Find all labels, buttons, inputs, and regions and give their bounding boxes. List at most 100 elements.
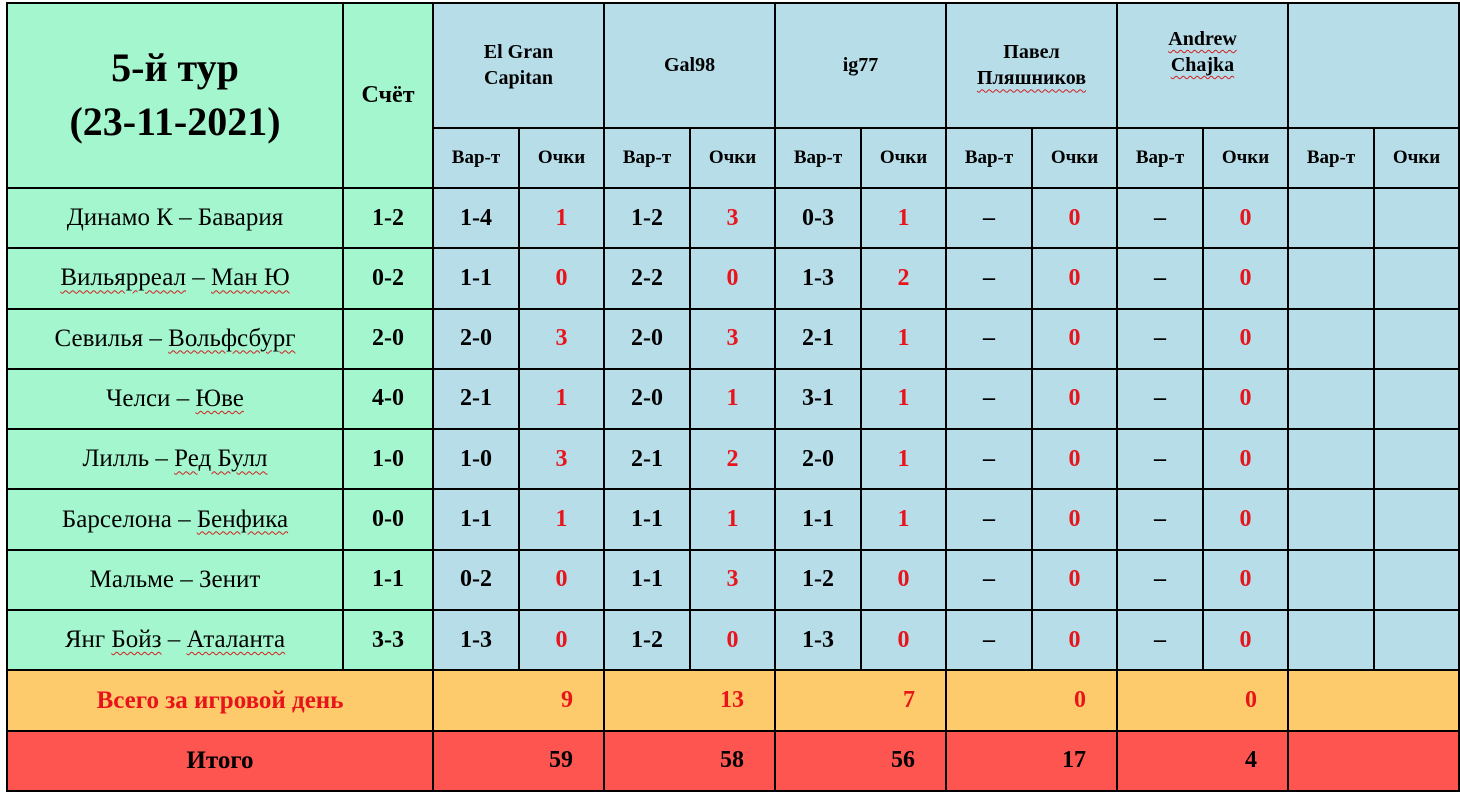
pick-points	[1373, 307, 1460, 370]
player-name-4: Павел Пляшников	[945, 2, 1119, 129]
pick-variant	[1287, 609, 1376, 672]
pick-points: 0	[1202, 428, 1290, 491]
standings-table: 5-й тур (23-11-2021) Счёт El Gran Capitan…	[6, 2, 1460, 793]
pick-variant: –	[1116, 548, 1205, 612]
pick-points: 0	[517, 548, 606, 612]
pick-variant: 1-3	[774, 609, 863, 672]
variant-header: Вар-т	[1116, 126, 1205, 189]
pick-variant: 1-1	[432, 247, 520, 310]
player-name-6	[1287, 2, 1460, 129]
pick-variant: 1-0	[432, 428, 520, 491]
match-score: 2-0	[342, 307, 434, 370]
variant-header: Вар-т	[945, 126, 1034, 189]
match-name: Мальме – Зенит	[6, 548, 344, 612]
player-name-3: ig77	[774, 2, 948, 129]
pick-points: 3	[689, 548, 777, 612]
grand-total-value: 56	[774, 729, 948, 793]
grand-total-value: 17	[945, 729, 1119, 793]
pick-points	[1373, 186, 1460, 250]
pick-points: 1	[517, 488, 606, 551]
pick-variant: –	[945, 247, 1034, 310]
table-row: Лилль – Ред Булл 1-0 1-0 3 2-1 2 2-0 1–0–0	[6, 428, 1460, 491]
table-row: Севилья – Вольфсбург 2-0 2-0 3 2-0 3 2-1 1–0–0	[6, 307, 1460, 370]
pick-variant: 1-1	[432, 488, 520, 551]
match-score: 3-3	[342, 609, 434, 672]
pick-variant: 1-3	[432, 609, 520, 672]
pick-points: 0	[1031, 428, 1119, 491]
pick-points: 0	[517, 247, 606, 310]
grand-total-value: 58	[603, 729, 777, 793]
pick-points: 0	[689, 609, 777, 672]
pick-points	[1373, 609, 1460, 672]
table-row: Янг Бойз – Аталанта 3-3 1-3 0 1-2 0 1-3 0–0–0	[6, 609, 1460, 672]
grand-total-label: Итого	[6, 729, 434, 793]
pick-variant: 0-2	[432, 548, 520, 612]
home-team: Динамо К	[66, 204, 173, 232]
pick-points: 0	[1202, 247, 1290, 310]
match-name: Севилья – Вольфсбург	[6, 307, 344, 370]
match-name: Барселона – Бенфика	[6, 488, 344, 551]
pick-variant: 1-2	[774, 548, 863, 612]
pick-points: 3	[689, 186, 777, 250]
pick-points: 2	[860, 247, 948, 310]
points-header: Очки	[860, 126, 948, 189]
pick-variant: –	[945, 307, 1034, 370]
away-team: Ред Булл	[174, 445, 268, 473]
day-total-value: 13	[603, 669, 777, 732]
pick-points: 0	[689, 247, 777, 310]
pick-points: 0	[1202, 367, 1290, 431]
pick-variant	[1287, 307, 1376, 370]
pick-points: 3	[517, 307, 606, 370]
player-name-1: El Gran Capitan	[431, 2, 606, 129]
pick-points: 0	[1202, 488, 1290, 551]
pick-points: 3	[517, 428, 606, 491]
pick-variant: 1-2	[603, 609, 692, 672]
pick-variant: 2-2	[603, 247, 692, 310]
grand-total-value	[1287, 729, 1460, 793]
pick-points: 0	[1031, 186, 1119, 250]
pick-variant	[1287, 367, 1376, 431]
pick-points: 1	[860, 488, 948, 551]
points-header: Очки	[1202, 126, 1290, 189]
pick-points: 3	[689, 307, 777, 370]
points-header: Очки	[1031, 126, 1119, 189]
pick-variant: –	[1116, 247, 1205, 310]
pick-points: 1	[517, 367, 606, 431]
match-name: Вильярреал – Ман Ю	[6, 247, 344, 310]
pick-points: 0	[1031, 609, 1119, 672]
grand-total-value: 59	[431, 729, 606, 793]
match-score: 1-0	[342, 428, 434, 491]
score-header: Счёт	[342, 2, 434, 189]
match-name: Лилль – Ред Булл	[6, 428, 344, 491]
pick-points: 1	[860, 367, 948, 431]
pick-points: 0	[1031, 367, 1119, 431]
pick-points: 1	[689, 488, 777, 551]
away-team: Зенит	[199, 565, 261, 593]
pick-points: 0	[1202, 548, 1290, 612]
pick-variant: 1-3	[774, 247, 863, 310]
variant-header: Вар-т	[1287, 126, 1376, 189]
match-name: Динамо К – Бавария	[6, 186, 344, 250]
pick-points: 0	[1031, 307, 1119, 370]
match-score: 0-0	[342, 488, 434, 551]
round-title: 5-й тур (23-11-2021)	[6, 2, 344, 189]
pick-variant: –	[1116, 186, 1205, 250]
pick-variant	[1287, 186, 1376, 250]
pick-variant: 1-1	[774, 488, 863, 551]
pick-variant: 1-1	[603, 488, 692, 551]
pick-points: 0	[1031, 548, 1119, 612]
home-team: Севилья	[54, 324, 144, 352]
day-total-value: 0	[945, 669, 1119, 732]
table-row: Вильярреал – Ман Ю 0-2 1-1 0 2-2 0 1-3 2–0–0	[6, 247, 1460, 310]
pick-variant	[1287, 548, 1376, 612]
pick-variant	[1287, 488, 1376, 551]
player-name-5: Andrew Chajka	[1116, 2, 1290, 129]
table-row: Мальме – Зенит 1-1 0-2 0 1-1 3 1-2 0–0–0	[6, 548, 1460, 612]
pick-variant: 2-1	[603, 428, 692, 491]
day-total-value: 7	[774, 669, 948, 732]
pick-variant: 2-0	[603, 367, 692, 431]
pick-variant: 2-1	[774, 307, 863, 370]
pick-points: 0	[1031, 488, 1119, 551]
pick-variant: 0-3	[774, 186, 863, 250]
pick-variant	[1287, 428, 1376, 491]
